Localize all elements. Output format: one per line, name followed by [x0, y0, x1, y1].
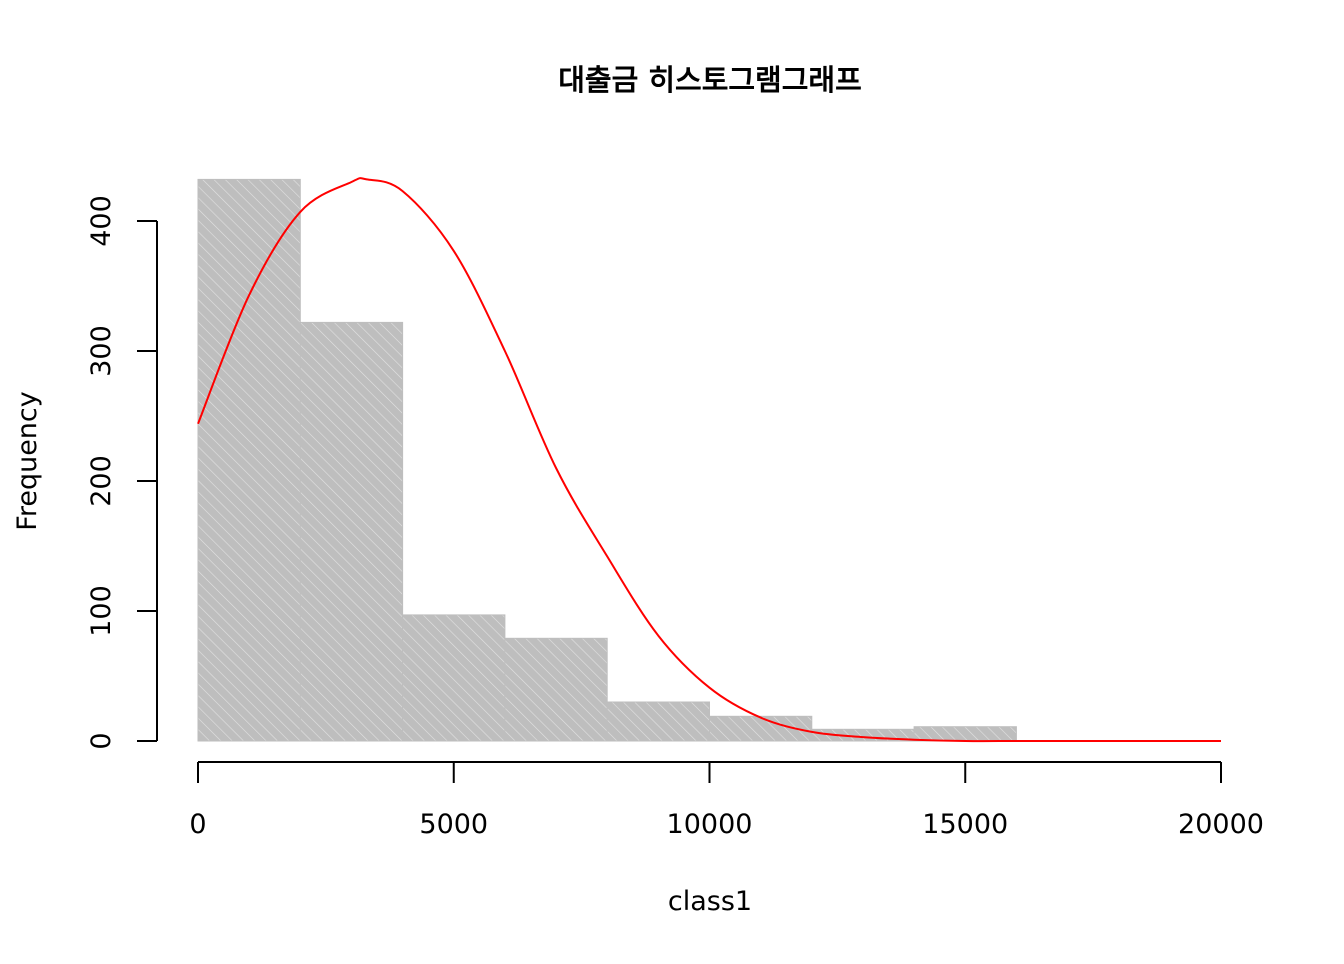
x-tick-label: 0 [189, 809, 206, 840]
y-axis: 0 100 200 300 400 [86, 195, 158, 750]
curve-layer [197, 177, 1221, 743]
x-axis: 0 5000 10000 15000 20000 [189, 761, 1264, 840]
histogram-bar [402, 614, 506, 742]
y-tick-label: 400 [86, 195, 117, 247]
y-tick-label: 200 [86, 455, 117, 507]
x-tick-label: 20000 [1178, 809, 1264, 840]
y-tick-label: 100 [86, 585, 117, 637]
histogram-bar [299, 321, 404, 742]
x-axis-label: class1 [668, 886, 752, 917]
y-axis-label: Frequency [12, 391, 43, 531]
y-tick-label: 300 [86, 325, 117, 377]
histogram-bar [504, 637, 608, 742]
chart-title: 대출금 히스토그램그래프 [558, 63, 862, 97]
y-ticks: 0 100 200 300 400 [86, 195, 157, 750]
bars-layer [197, 178, 1017, 742]
x-tick-label: 5000 [419, 809, 488, 840]
x-ticks: 0 5000 10000 15000 20000 [189, 762, 1264, 840]
histogram-bar [606, 701, 711, 742]
x-tick-label: 15000 [922, 809, 1008, 840]
histogram-bar [197, 178, 301, 742]
histogram-bar [913, 726, 1017, 742]
x-tick-label: 10000 [667, 809, 753, 840]
density-curve [197, 177, 1221, 743]
y-tick-label: 0 [86, 732, 117, 749]
